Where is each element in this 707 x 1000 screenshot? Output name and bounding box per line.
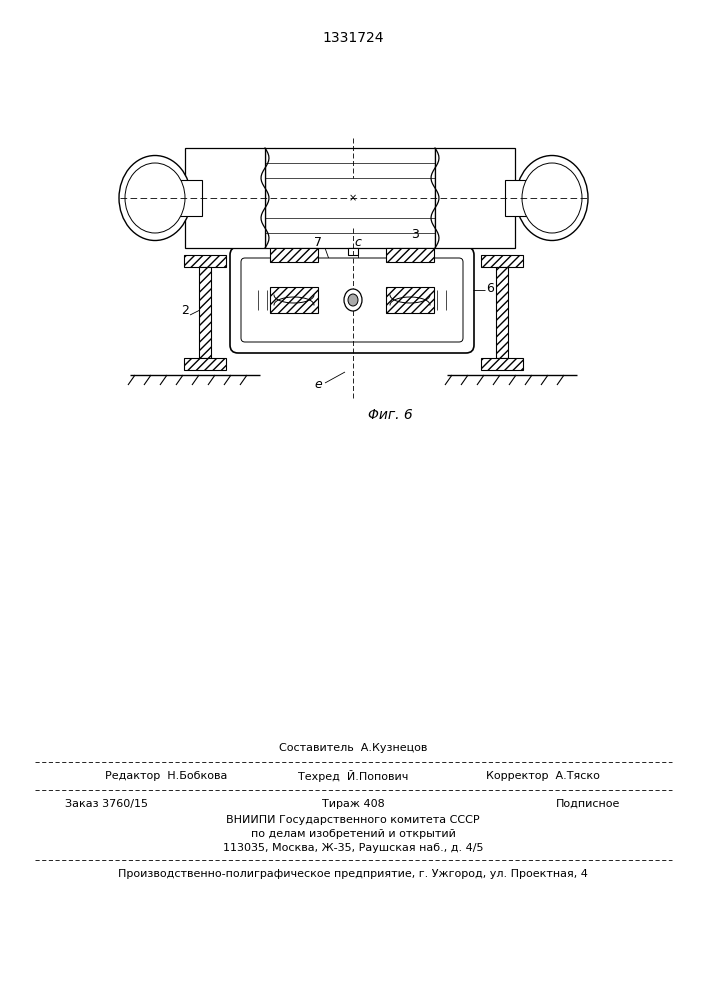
Text: Заказ 3760/15: Заказ 3760/15 xyxy=(65,799,148,809)
Bar xyxy=(481,358,523,370)
Ellipse shape xyxy=(125,163,185,233)
Ellipse shape xyxy=(348,294,358,306)
Bar xyxy=(270,248,318,262)
Text: e: e xyxy=(314,378,322,391)
Ellipse shape xyxy=(522,163,582,233)
Text: по делам изобретений и открытий: по делам изобретений и открытий xyxy=(250,829,455,839)
Text: Подписное: Подписное xyxy=(556,799,620,809)
Bar xyxy=(199,267,211,358)
Text: 7: 7 xyxy=(314,236,322,249)
Text: 113035, Москва, Ж-35, Раушская наб., д. 4/5: 113035, Москва, Ж-35, Раушская наб., д. … xyxy=(223,843,484,853)
Bar xyxy=(496,267,508,358)
Bar xyxy=(265,148,435,248)
Bar xyxy=(386,248,434,262)
Text: ×: × xyxy=(349,193,357,203)
Text: Φиг. 6: Φиг. 6 xyxy=(368,408,412,422)
FancyBboxPatch shape xyxy=(241,258,463,342)
Text: 3: 3 xyxy=(411,229,419,241)
Ellipse shape xyxy=(344,289,362,311)
Bar xyxy=(167,180,202,216)
Bar xyxy=(348,248,358,255)
Text: Корректор  А.Тяско: Корректор А.Тяско xyxy=(486,771,600,781)
Text: 1331724: 1331724 xyxy=(322,31,384,45)
Ellipse shape xyxy=(119,155,191,240)
Text: Тираж 408: Тираж 408 xyxy=(322,799,385,809)
FancyBboxPatch shape xyxy=(230,247,474,353)
Bar xyxy=(386,287,434,313)
Bar xyxy=(184,358,226,370)
Ellipse shape xyxy=(516,155,588,240)
Text: 2: 2 xyxy=(181,304,189,316)
Bar xyxy=(505,180,540,216)
Bar xyxy=(184,255,226,267)
Text: Техред  Й.Попович: Техред Й.Попович xyxy=(298,770,408,782)
Text: Редактор  Н.Бобкова: Редактор Н.Бобкова xyxy=(105,771,228,781)
Bar xyxy=(481,255,523,267)
Bar xyxy=(185,148,265,248)
Text: c: c xyxy=(355,236,361,249)
Text: Производственно-полиграфическое предприятие, г. Ужгород, ул. Проектная, 4: Производственно-полиграфическое предприя… xyxy=(118,869,588,879)
Text: ВНИИПИ Государственного комитета СССР: ВНИИПИ Государственного комитета СССР xyxy=(226,815,480,825)
Bar xyxy=(270,287,318,313)
Text: Составитель  А.Кузнецов: Составитель А.Кузнецов xyxy=(279,743,427,753)
Bar xyxy=(435,148,515,248)
Text: 6: 6 xyxy=(486,282,494,294)
